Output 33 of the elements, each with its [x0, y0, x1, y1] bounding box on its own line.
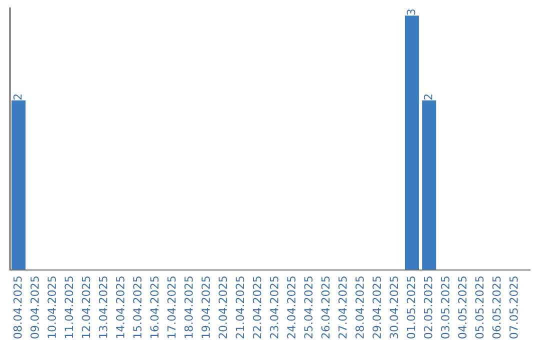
x-tick-label: 30.04.2025 — [390, 276, 398, 338]
data-label: 2 — [424, 94, 432, 100]
x-tick-label: 14.04.2025 — [116, 276, 124, 338]
x-tick-label: 16.04.2025 — [150, 276, 159, 338]
x-tick-label: 09.04.2025 — [30, 276, 39, 338]
x-tick-label: 21.04.2025 — [236, 276, 244, 338]
x-tick-label: 07.05.2025 — [509, 276, 518, 338]
x-tick-label: 22.04.2025 — [252, 276, 262, 338]
x-tick-label: 15.04.2025 — [133, 276, 142, 338]
x-tick-label: 01.05.2025 — [406, 276, 416, 338]
x-tick-label: 04.05.2025 — [458, 276, 467, 338]
x-tick-label: 29.04.2025 — [372, 276, 381, 338]
x-tick-label: 06.05.2025 — [492, 276, 501, 338]
x-tick-label: 13.04.2025 — [98, 276, 108, 338]
x-tick-label: 02.05.2025 — [424, 276, 432, 338]
x-tick-label: 18.04.2025 — [184, 276, 193, 338]
x-tick-label: 28.04.2025 — [355, 276, 364, 338]
x-tick-label: 10.04.2025 — [48, 276, 56, 338]
x-tick-label: 11.04.2025 — [64, 276, 74, 338]
x-tick-label: 17.04.2025 — [167, 276, 176, 338]
x-tick-label: 20.04.2025 — [218, 276, 228, 338]
x-tick-label: 23.04.2025 — [270, 276, 278, 338]
x-tick-label: 26.04.2025 — [321, 276, 330, 338]
x-tick-label: 25.04.2025 — [304, 276, 313, 338]
x-tick-label: 03.05.2025 — [441, 276, 450, 338]
x-tick-label: 24.04.2025 — [287, 276, 296, 338]
x-tick-label: 12.04.2025 — [82, 276, 90, 338]
data-label: 3 — [406, 9, 416, 15]
x-tick-label: 19.04.2025 — [202, 276, 210, 338]
x-tick-label: 08.04.2025 — [13, 276, 22, 338]
x-tick-label: 05.05.2025 — [475, 276, 484, 338]
data-label: 2 — [13, 94, 22, 100]
x-tick-label: 27.04.2025 — [338, 276, 347, 338]
